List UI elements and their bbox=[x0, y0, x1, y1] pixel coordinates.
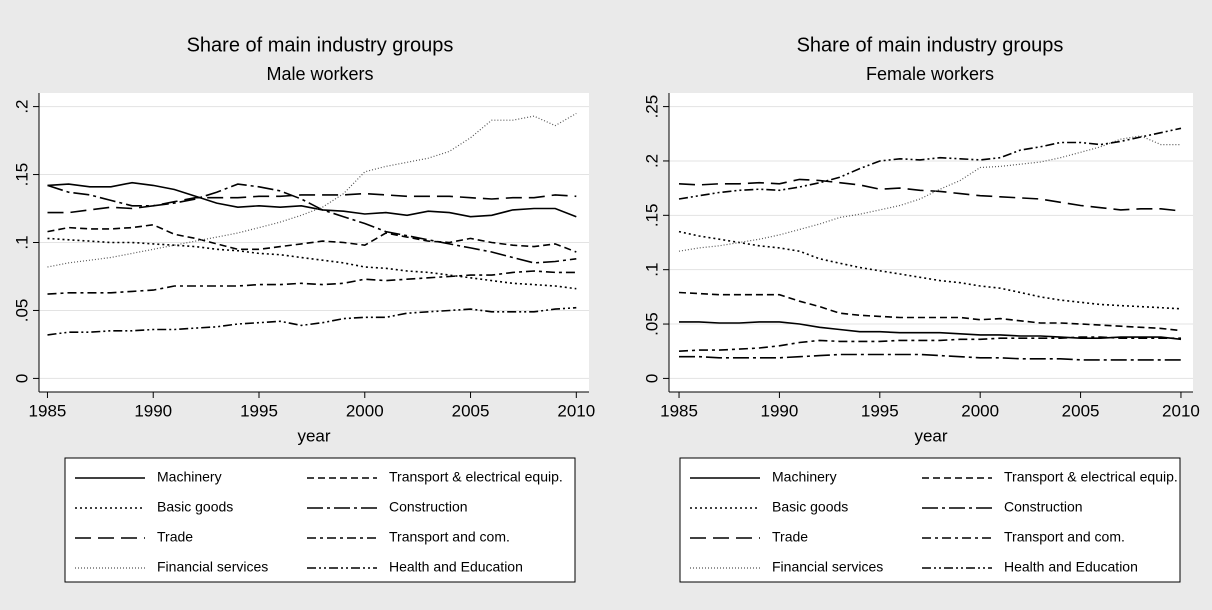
y-tick-label: .15 bbox=[642, 203, 661, 227]
x-tick-label: 1990 bbox=[134, 401, 172, 420]
series-line bbox=[47, 270, 577, 295]
x-tick-label: 1995 bbox=[861, 401, 899, 420]
x-tick-label: 2005 bbox=[452, 401, 490, 420]
y-tick-label: 0 bbox=[12, 374, 31, 383]
legend-label: Transport & electrical equip. bbox=[1004, 469, 1178, 485]
x-axis-title: year bbox=[297, 426, 330, 445]
x-tick-label: 1990 bbox=[761, 401, 799, 420]
x-tick-label: 2000 bbox=[346, 401, 384, 420]
legend-label: Health and Education bbox=[389, 559, 523, 575]
series-line bbox=[678, 230, 1182, 310]
legend-label: Transport & electrical equip. bbox=[389, 469, 563, 485]
legend-label: Machinery bbox=[157, 469, 222, 485]
series-line bbox=[47, 237, 577, 290]
series-line bbox=[47, 183, 577, 264]
legend-label: Trade bbox=[157, 529, 193, 545]
x-tick-label: 2005 bbox=[1062, 401, 1100, 420]
plot-area bbox=[669, 93, 1193, 392]
series-line bbox=[678, 291, 1182, 332]
legend-label: Basic goods bbox=[772, 499, 848, 515]
x-tick-label: 2010 bbox=[557, 401, 595, 420]
series-line bbox=[679, 353, 1181, 361]
legend-label: Transport and com. bbox=[1004, 529, 1125, 545]
chart-subtitle: Male workers bbox=[266, 64, 373, 84]
y-tick-label: .05 bbox=[12, 299, 31, 323]
legend-label: Basic goods bbox=[157, 499, 233, 515]
x-axis-title: year bbox=[914, 426, 947, 445]
legend-label: Financial services bbox=[157, 559, 268, 575]
x-tick-label: 1985 bbox=[29, 401, 67, 420]
series-line bbox=[678, 178, 1182, 212]
legend-label: Transport and com. bbox=[389, 529, 510, 545]
series-line bbox=[678, 135, 1181, 252]
legend-label: Trade bbox=[772, 529, 808, 545]
legend-label: Construction bbox=[1004, 499, 1083, 515]
legend-label: Health and Education bbox=[1004, 559, 1138, 575]
series-line bbox=[47, 306, 577, 336]
legend-label: Machinery bbox=[772, 469, 837, 485]
chart-title: Share of main industry groups bbox=[187, 34, 454, 56]
series-line bbox=[47, 181, 577, 218]
y-tick-label: 0 bbox=[642, 374, 661, 383]
x-tick-label: 2000 bbox=[961, 401, 999, 420]
y-tick-label: .25 bbox=[642, 95, 661, 119]
series-line bbox=[679, 321, 1182, 341]
series-line bbox=[47, 223, 577, 253]
chart-subtitle: Female workers bbox=[866, 64, 994, 84]
series-line bbox=[47, 112, 577, 268]
y-tick-label: .2 bbox=[12, 99, 31, 113]
x-tick-label: 1985 bbox=[660, 401, 698, 420]
series-line bbox=[678, 127, 1182, 200]
y-tick-label: .2 bbox=[642, 154, 661, 168]
y-tick-label: .1 bbox=[12, 235, 31, 249]
y-tick-label: .05 bbox=[642, 312, 661, 336]
y-tick-label: .15 bbox=[12, 163, 31, 187]
x-tick-label: 2010 bbox=[1162, 401, 1200, 420]
legend-box bbox=[64, 457, 576, 583]
legend-box bbox=[679, 457, 1181, 583]
series-line bbox=[678, 336, 1181, 352]
series-line bbox=[47, 192, 577, 214]
legend-label: Construction bbox=[389, 499, 468, 515]
y-tick-label: .1 bbox=[642, 263, 661, 277]
chart-title: Share of main industry groups bbox=[797, 34, 1064, 56]
legend-label: Financial services bbox=[772, 559, 883, 575]
x-tick-label: 1995 bbox=[240, 401, 278, 420]
